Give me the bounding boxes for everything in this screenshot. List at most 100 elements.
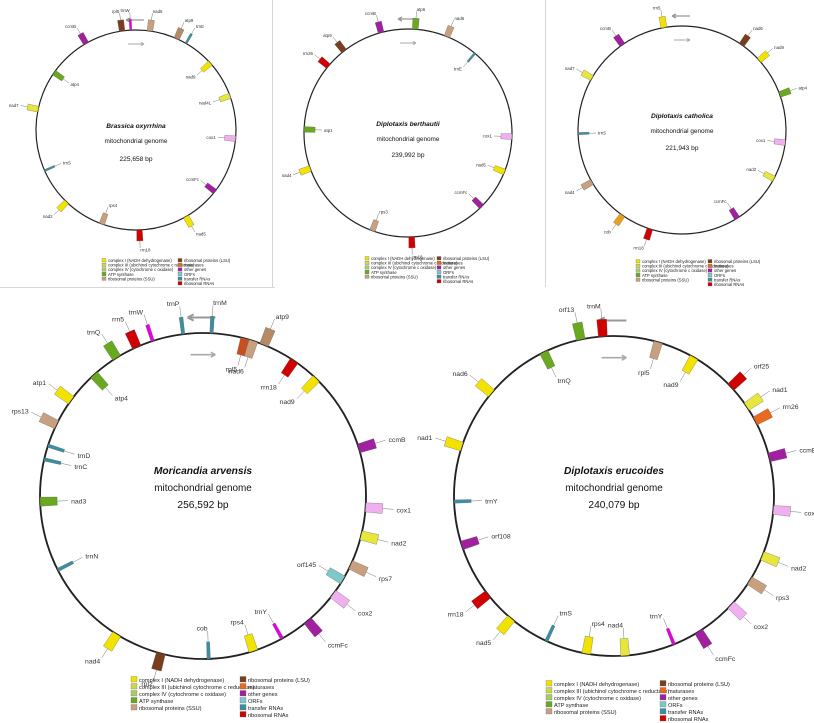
genome-subtitle: mitochondrial genome [377, 136, 440, 143]
gene-label: nad7 [565, 66, 575, 71]
gene-tick [278, 374, 285, 385]
gene-label: rps4 [592, 621, 605, 628]
gene-label: atp9 [276, 314, 289, 321]
gene-label: atp4 [70, 82, 79, 87]
gene-block [613, 33, 625, 47]
legend-swatch [130, 704, 138, 711]
legend-label: maturases [184, 263, 204, 268]
genome-size: 225,658 bp [119, 156, 152, 163]
legend-label: ORFs [443, 270, 454, 275]
legend-swatch [239, 704, 247, 711]
gene-block [218, 92, 232, 103]
gene-block [767, 448, 788, 462]
gene-tick [600, 308, 602, 320]
gene-tick [382, 508, 394, 510]
gene-tick [268, 614, 274, 624]
genome-size: 221,943 bp [665, 145, 698, 152]
gene-tick [180, 22, 185, 29]
gene-label: trnC [74, 464, 87, 471]
legend-swatch [101, 262, 107, 267]
gene-tick [760, 390, 770, 398]
gene-tick [119, 13, 121, 21]
gene-block [453, 499, 472, 504]
gene-tick [757, 170, 765, 174]
gene-tick [644, 239, 647, 247]
gene-label: orf13 [559, 307, 575, 314]
species-name: Moricandia arvensis [154, 466, 253, 477]
legend-label: ribosomal RNAs [443, 279, 473, 284]
legend-label: complex I (NADH dehydrogenase) [139, 678, 224, 684]
gene-tick [767, 140, 775, 142]
legend-swatch [177, 262, 183, 267]
legend-swatch [130, 676, 138, 683]
gene-label: nad4 [565, 190, 575, 195]
gene-label: rrn18 [261, 384, 277, 391]
legend-label: ATP synthase [642, 273, 668, 278]
gene-tick [314, 54, 321, 60]
gene-block [244, 339, 258, 359]
legend-label: other genes [714, 268, 736, 273]
gene-block [460, 536, 480, 550]
gene-block [443, 436, 464, 452]
legend-label: complex IV (cytochrome c oxidase) [108, 267, 174, 272]
legend-swatch [545, 687, 553, 694]
gene-tick [743, 616, 752, 625]
gene-block [728, 207, 740, 220]
gene-tick [435, 437, 446, 442]
legend-swatch [707, 277, 713, 282]
gene-block [743, 392, 764, 411]
gene-label: trnD [77, 453, 90, 460]
legend-swatch [239, 683, 247, 690]
gene-block [359, 530, 380, 545]
gene-label: nad2 [391, 541, 406, 548]
gene-label: nad6 [454, 16, 464, 21]
legend-label: ribosomal proteins (SSU) [642, 277, 689, 282]
legend-label: ribosomal proteins (LSU) [714, 259, 761, 264]
gene-label: nad2 [791, 565, 806, 572]
direction-arrow-inner-icon [128, 41, 145, 47]
legend-swatch [545, 708, 553, 715]
gene-tick [60, 462, 72, 466]
gene-tick [465, 604, 475, 612]
gene-label: cox1 [756, 138, 766, 143]
legend-label: ATP synthase [108, 272, 134, 277]
gene-block [244, 633, 258, 653]
legend-label: ribosomal RNAs [184, 281, 214, 286]
gene-block [778, 87, 792, 98]
legend-label: maturases [668, 689, 694, 695]
legend-label: transfer RNAs [184, 276, 210, 281]
gene-block [54, 385, 75, 405]
gene-tick [212, 99, 220, 103]
gene-block [128, 18, 132, 31]
legend-swatch [130, 697, 138, 704]
gene-block [39, 496, 58, 507]
gene-tick [293, 172, 301, 175]
gene-label: nad9 [663, 382, 678, 389]
legend-label: other genes [668, 696, 698, 702]
gene-tick [574, 312, 578, 323]
gene-block [747, 576, 767, 595]
legend-swatch [635, 259, 641, 264]
gene-label: cox1 [483, 134, 493, 139]
gene-tick [105, 206, 109, 214]
gene-label: trnQ [87, 329, 100, 336]
gene-block [658, 16, 667, 29]
legend-swatch [659, 694, 667, 701]
gene-block [471, 590, 491, 610]
gene-label: nad6 [753, 26, 763, 31]
gene-tick [31, 412, 42, 418]
gene-tick [623, 627, 625, 639]
gene-block [466, 52, 476, 63]
legend-label: ORFs [184, 272, 195, 277]
gene-tick [767, 48, 773, 54]
gene-label: nad2 [746, 167, 756, 172]
gene-tick [493, 631, 501, 641]
gene-block [56, 199, 69, 213]
panel-divider-v1 [272, 0, 273, 287]
gene-block [103, 631, 121, 652]
gene-block [762, 171, 776, 182]
gene-tick [105, 387, 113, 396]
genome-subtitle: mitochondrial genome [565, 483, 663, 494]
gene-label: cox2 [358, 611, 373, 618]
legend-swatch [101, 258, 107, 263]
